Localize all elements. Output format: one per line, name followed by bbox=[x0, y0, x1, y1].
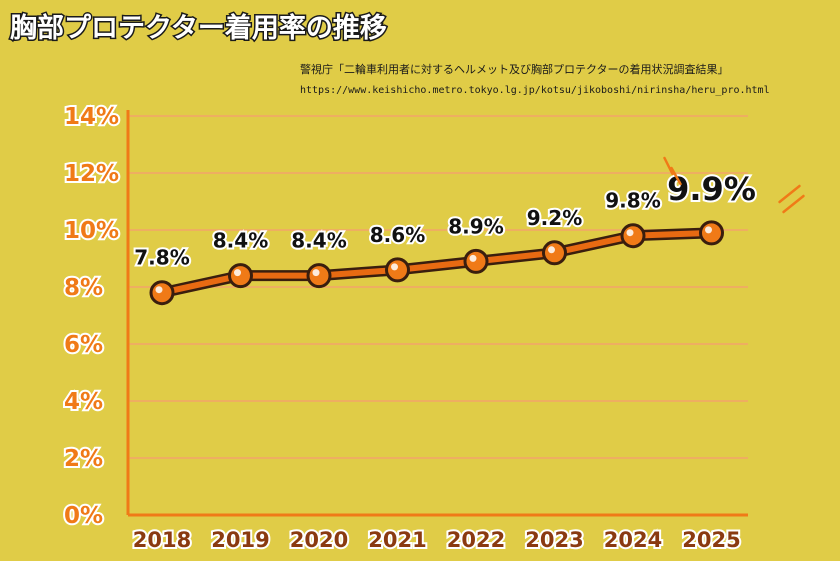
x-tick-label-2: 2020 bbox=[290, 528, 348, 552]
data-point-shine-6 bbox=[626, 229, 634, 237]
data-point-shine-1 bbox=[234, 269, 241, 277]
data-label-3: 8.6% bbox=[370, 223, 425, 247]
data-point-0 bbox=[149, 280, 175, 306]
chart-axes bbox=[126, 110, 748, 517]
data-point-marker-5 bbox=[542, 240, 567, 266]
data-point-marker-1 bbox=[228, 263, 253, 289]
accent-stroke-2 bbox=[670, 166, 682, 186]
data-labels: 7.8% 8.4% 8.4% 8.6% 8.9% 9.2% 9.8% 9.9% bbox=[132, 168, 758, 272]
grid-lines bbox=[128, 115, 748, 459]
data-markers bbox=[149, 220, 724, 306]
data-point-marker-0 bbox=[149, 280, 175, 306]
data-label-7: 9.9% bbox=[667, 170, 756, 208]
data-label-6: 9.8% bbox=[605, 189, 660, 213]
data-point-shine-2 bbox=[312, 269, 320, 277]
y-tick-labels: 0% 2% 4% 6% 8% 10% 12% 14% bbox=[62, 102, 121, 531]
data-point-5 bbox=[542, 240, 567, 266]
data-point-shine-4 bbox=[469, 254, 477, 262]
highlight-accent bbox=[663, 156, 805, 214]
data-label-1: 8.4% bbox=[213, 229, 268, 253]
accent-stroke-1 bbox=[663, 156, 674, 176]
x-tick-label-3: 2021 bbox=[368, 528, 426, 552]
accent-stroke-3 bbox=[778, 184, 801, 204]
data-label-4: 8.9% bbox=[448, 214, 503, 238]
series-line-path bbox=[159, 229, 715, 296]
y-tick-label-7: 14% bbox=[64, 104, 119, 130]
y-tick-label-0: 0% bbox=[64, 503, 103, 529]
data-point-shine-0 bbox=[155, 286, 163, 294]
x-tick-label-0: 2018 bbox=[133, 528, 191, 552]
y-tick-label-6: 12% bbox=[64, 161, 119, 187]
accent-stroke-4 bbox=[782, 194, 805, 214]
data-point-shine-3 bbox=[391, 263, 398, 271]
data-point-7 bbox=[699, 220, 724, 246]
data-label-0: 7.8% bbox=[134, 246, 189, 270]
data-point-marker-6 bbox=[620, 223, 646, 249]
x-tick-label-4: 2022 bbox=[447, 528, 505, 552]
y-tick-label-1: 2% bbox=[64, 446, 103, 472]
x-tick-label-6: 2024 bbox=[604, 528, 662, 552]
source-url: https://www.keishicho.metro.tokyo.lg.jp/… bbox=[300, 85, 770, 96]
data-point-marker-4 bbox=[463, 248, 489, 274]
data-point-2 bbox=[306, 263, 332, 289]
data-point-3 bbox=[385, 257, 410, 283]
series-line bbox=[156, 227, 717, 299]
data-point-marker-7 bbox=[699, 220, 724, 246]
data-point-marker-3 bbox=[385, 257, 410, 283]
chart-title: 胸部プロテクター着用率の推移 bbox=[10, 12, 387, 44]
x-tick-label-1: 2019 bbox=[211, 528, 269, 552]
x-tick-labels: 2018 2019 2020 2021 2022 2023 2024 2025 bbox=[131, 526, 743, 554]
data-label-5: 9.2% bbox=[527, 206, 582, 230]
data-point-6 bbox=[620, 223, 646, 249]
source-citation: 警視庁「二輪車利用者に対するヘルメット及び胸部プロテクターの着用状況調査結果」 bbox=[300, 62, 729, 76]
data-label-2: 8.4% bbox=[291, 229, 346, 253]
data-point-1 bbox=[228, 263, 253, 289]
y-tick-label-4: 8% bbox=[64, 275, 103, 301]
x-tick-label-7: 2025 bbox=[682, 528, 740, 552]
y-tick-label-2: 4% bbox=[64, 389, 103, 415]
data-point-shine-5 bbox=[548, 246, 555, 254]
data-point-shine-7 bbox=[705, 226, 712, 234]
y-tick-label-3: 6% bbox=[64, 332, 103, 358]
data-point-marker-2 bbox=[306, 263, 332, 289]
y-tick-label-5: 10% bbox=[64, 218, 119, 244]
x-tick-label-5: 2023 bbox=[525, 528, 583, 552]
data-point-4 bbox=[463, 248, 489, 274]
